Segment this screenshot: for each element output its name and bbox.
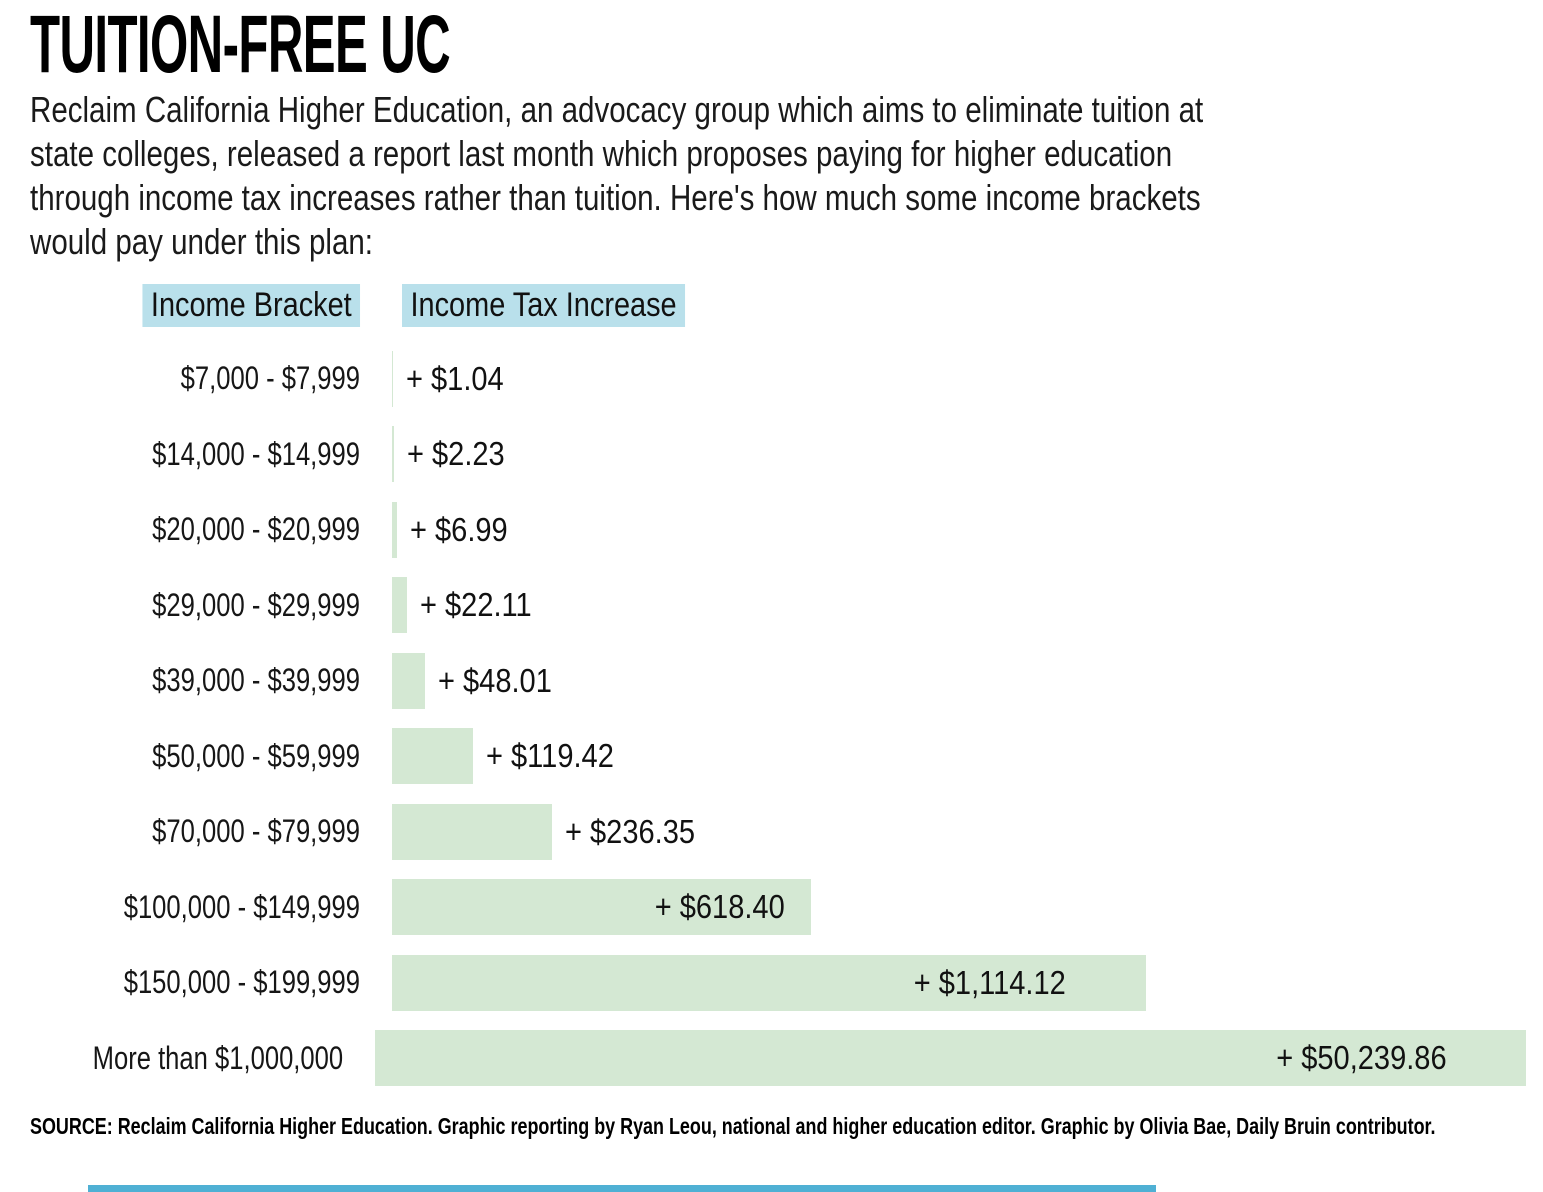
income-bracket-label: $50,000 - $59,999 [152, 737, 360, 774]
bar-track: + $2.23 [392, 426, 1513, 483]
bar-track: + $119.42 [392, 728, 1513, 785]
bar-track: + $22.11 [392, 577, 1513, 634]
column-header-cell: Income Bracket [30, 284, 360, 328]
tax-increase-bar [392, 728, 473, 785]
tax-increase-value: + $618.40 [654, 888, 785, 926]
tax-increase-bar: + $1,114.12 [392, 954, 1147, 1011]
table-row: $150,000 - $199,999 + $1,114.12 [30, 945, 1513, 1021]
income-bracket-label: $29,000 - $29,999 [152, 586, 360, 623]
income-bracket-label: $70,000 - $79,999 [152, 813, 360, 850]
tax-increase-bar [392, 350, 393, 407]
tax-increase-value: + $22.11 [419, 586, 532, 624]
intro-paragraph: Reclaim California Higher Education, an … [30, 88, 1461, 264]
tax-increase-value: + $1,114.12 [914, 963, 1067, 1001]
bar-track: + $1.04 [392, 350, 1513, 407]
income-bracket-label: $7,000 - $7,999 [180, 360, 360, 397]
table-row: $29,000 - $29,999 + $22.11 [30, 568, 1513, 644]
intro-line: Reclaim California Higher Education, an … [30, 89, 1204, 130]
tax-increase-value: + $6.99 [409, 510, 508, 548]
chart-rows: $7,000 - $7,999 + $1.04 $14,000 - $14,999 +… [30, 341, 1527, 1097]
tax-increase-value: + $236.35 [565, 812, 696, 850]
tax-increase-value: + $119.42 [485, 737, 614, 775]
income-bracket-label: $20,000 - $20,999 [152, 511, 360, 548]
column-header-income-tax-increase: Income Tax Increase [402, 284, 686, 328]
bar-track: + $6.99 [392, 501, 1513, 558]
table-row: $7,000 - $7,999 + $1.04 [30, 341, 1513, 417]
bar-track: + $618.40 [392, 879, 1513, 936]
column-header-cell: Income Tax Increase [392, 284, 735, 328]
bar-track: + $1,114.12 [392, 954, 1513, 1011]
intro-line: through income tax increases rather than… [30, 177, 1201, 218]
tax-increase-bar: + $50,239.86 [375, 1030, 1527, 1087]
source-credit: SOURCE: Reclaim California Higher Educat… [30, 1113, 1436, 1139]
column-header-income-bracket: Income Bracket [142, 284, 360, 328]
tax-increase-value: + $2.23 [406, 435, 505, 473]
tax-increase-bar [392, 426, 394, 483]
tax-increase-bar: + $618.40 [392, 879, 811, 936]
bar-track: + $50,239.86 [375, 1030, 1527, 1087]
page-title: TUITION-FREE UC [30, 0, 451, 90]
tax-increase-bar-chart: Income Bracket Income Tax Increase $7,00… [30, 284, 1527, 1097]
intro-line: would pay under this plan: [30, 221, 373, 262]
tax-increase-bar [392, 652, 425, 709]
tax-increase-bar [392, 577, 407, 634]
table-row: $70,000 - $79,999 + $236.35 [30, 794, 1513, 870]
bar-track: + $236.35 [392, 803, 1513, 860]
table-row: $39,000 - $39,999 + $48.01 [30, 643, 1513, 719]
bar-track: + $48.01 [392, 652, 1513, 709]
income-bracket-label: $150,000 - $199,999 [123, 964, 360, 1001]
table-row: $14,000 - $14,999 + $2.23 [30, 417, 1513, 493]
tax-increase-value: + $48.01 [437, 661, 552, 699]
footer-accent-bar [88, 1185, 1156, 1192]
tax-increase-bar [392, 501, 397, 558]
income-bracket-label: $100,000 - $149,999 [123, 888, 360, 925]
income-bracket-label: $14,000 - $14,999 [152, 435, 360, 472]
income-bracket-label: $39,000 - $39,999 [152, 662, 360, 699]
chart-column-headers: Income Bracket Income Tax Increase [30, 284, 1513, 328]
tax-increase-value: + $50,239.86 [1275, 1039, 1447, 1077]
income-bracket-label: More than $1,000,000 [92, 1039, 344, 1076]
table-row: $20,000 - $20,999 + $6.99 [30, 492, 1513, 568]
tax-increase-bar [392, 803, 552, 860]
intro-line: state colleges, released a report last m… [30, 133, 1173, 174]
tax-increase-value: + $1.04 [406, 359, 504, 397]
table-row: More than $1,000,000 + $50,239.86 [30, 1021, 1527, 1097]
table-row: $50,000 - $59,999 + $119.42 [30, 719, 1513, 795]
table-row: $100,000 - $149,999 + $618.40 [30, 870, 1513, 946]
